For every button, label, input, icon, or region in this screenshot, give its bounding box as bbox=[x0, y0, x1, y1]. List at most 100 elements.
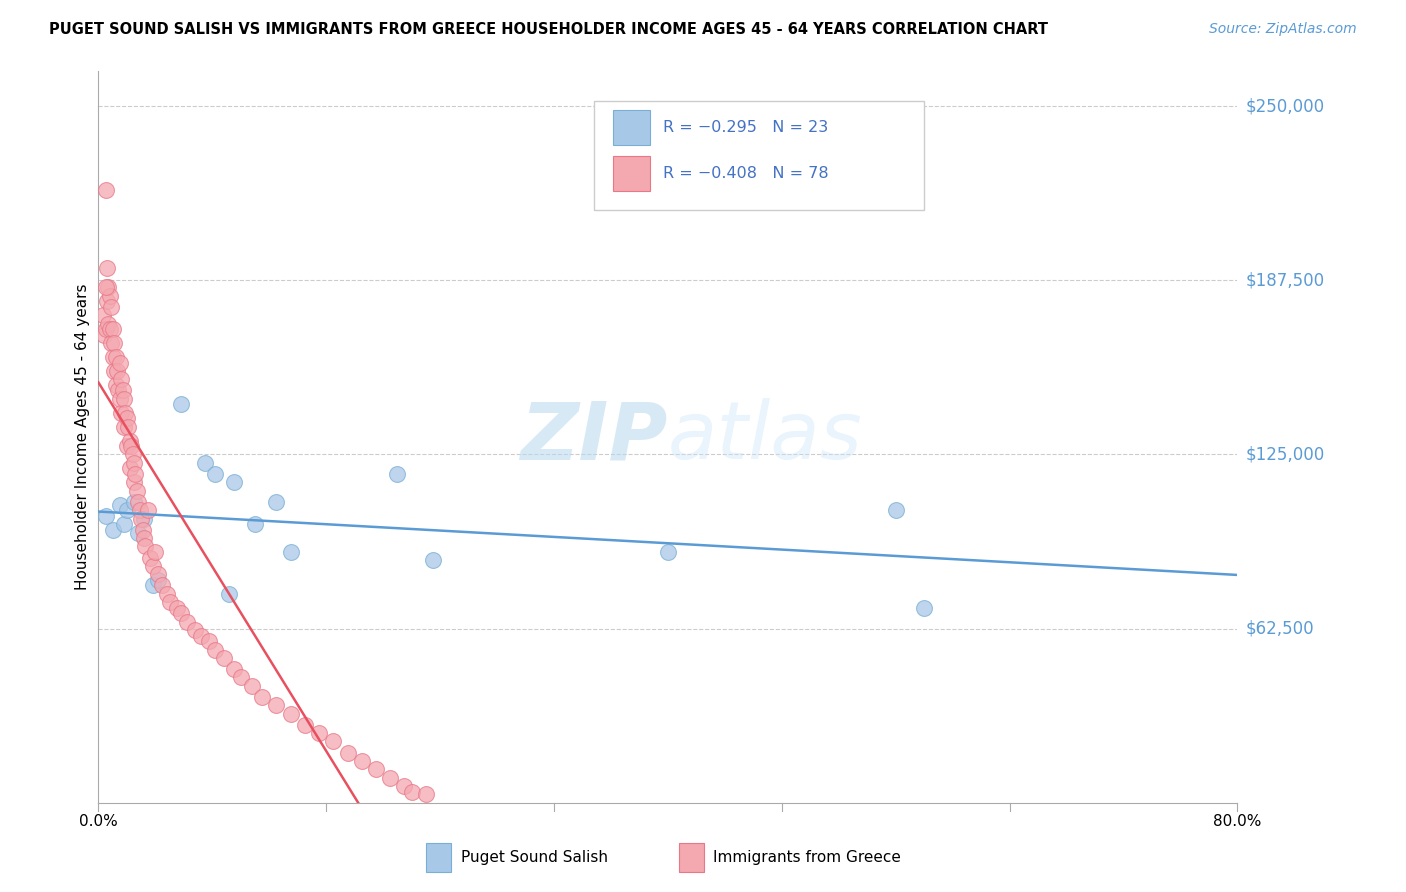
Point bbox=[131, 523, 153, 537]
Point bbox=[266, 495, 288, 509]
Point bbox=[100, 300, 122, 314]
Point bbox=[108, 392, 131, 406]
Point bbox=[212, 651, 235, 665]
Point bbox=[364, 763, 387, 777]
Point bbox=[266, 698, 288, 713]
Point bbox=[121, 448, 143, 462]
Point bbox=[141, 578, 163, 592]
Point bbox=[240, 679, 263, 693]
Point bbox=[91, 308, 114, 322]
Text: Immigrants from Greece: Immigrants from Greece bbox=[713, 850, 901, 865]
Point bbox=[322, 734, 344, 748]
Point bbox=[387, 467, 409, 481]
Point bbox=[108, 498, 131, 512]
Text: atlas: atlas bbox=[668, 398, 863, 476]
Point bbox=[98, 288, 121, 302]
Point bbox=[127, 525, 149, 540]
Point bbox=[111, 384, 134, 398]
Point bbox=[104, 350, 127, 364]
Point bbox=[122, 495, 145, 509]
Point bbox=[280, 706, 302, 721]
Text: Source: ZipAtlas.com: Source: ZipAtlas.com bbox=[1209, 22, 1357, 37]
Point bbox=[96, 260, 118, 275]
Point bbox=[401, 785, 423, 799]
Point bbox=[222, 662, 245, 676]
Point bbox=[280, 545, 302, 559]
Point bbox=[336, 746, 359, 760]
Point bbox=[912, 600, 935, 615]
Point bbox=[294, 718, 316, 732]
Point bbox=[159, 595, 181, 609]
Point bbox=[94, 508, 117, 523]
Point bbox=[125, 483, 148, 498]
Point bbox=[218, 587, 240, 601]
Point bbox=[94, 322, 117, 336]
Point bbox=[204, 642, 226, 657]
Point bbox=[127, 495, 149, 509]
Text: R = −0.408   N = 78: R = −0.408 N = 78 bbox=[664, 166, 830, 181]
Text: $250,000: $250,000 bbox=[1246, 97, 1324, 115]
Point bbox=[112, 517, 135, 532]
Point bbox=[132, 531, 155, 545]
Point bbox=[115, 439, 138, 453]
Text: PUGET SOUND SALISH VS IMMIGRANTS FROM GREECE HOUSEHOLDER INCOME AGES 45 - 64 YEA: PUGET SOUND SALISH VS IMMIGRANTS FROM GR… bbox=[49, 22, 1049, 37]
Bar bbox=[679, 843, 704, 872]
Bar bbox=[613, 110, 650, 145]
Point bbox=[184, 623, 207, 637]
Text: 80.0%: 80.0% bbox=[1213, 814, 1261, 829]
Point bbox=[115, 411, 138, 425]
Point bbox=[112, 419, 135, 434]
Point bbox=[350, 754, 373, 768]
Point bbox=[148, 573, 170, 587]
Point bbox=[394, 779, 416, 793]
Point bbox=[94, 280, 117, 294]
Point bbox=[97, 317, 120, 331]
Point bbox=[128, 503, 150, 517]
Point bbox=[94, 183, 117, 197]
Point bbox=[141, 558, 163, 573]
Point bbox=[190, 629, 212, 643]
Point bbox=[103, 336, 125, 351]
Point bbox=[117, 419, 139, 434]
Point bbox=[136, 503, 159, 517]
Bar bbox=[426, 843, 451, 872]
Point bbox=[152, 578, 174, 592]
Point bbox=[194, 456, 217, 470]
Point bbox=[243, 517, 266, 532]
Point bbox=[118, 461, 141, 475]
FancyBboxPatch shape bbox=[593, 101, 924, 211]
Point bbox=[134, 540, 156, 554]
Point bbox=[100, 336, 122, 351]
Point bbox=[170, 397, 193, 411]
Point bbox=[380, 771, 402, 785]
Point bbox=[170, 607, 193, 621]
Point bbox=[156, 587, 179, 601]
Point bbox=[250, 690, 273, 704]
Point bbox=[108, 355, 131, 369]
Point bbox=[96, 294, 118, 309]
Point bbox=[97, 280, 120, 294]
Bar bbox=[613, 156, 650, 191]
Point bbox=[101, 350, 124, 364]
Point bbox=[176, 615, 198, 629]
Point bbox=[105, 364, 128, 378]
Point bbox=[93, 327, 115, 342]
Point bbox=[166, 600, 188, 615]
Point bbox=[415, 788, 437, 802]
Text: $125,000: $125,000 bbox=[1246, 445, 1324, 464]
Point bbox=[118, 434, 141, 448]
Point bbox=[198, 634, 221, 648]
Point bbox=[884, 503, 907, 517]
Point bbox=[104, 377, 127, 392]
Point bbox=[422, 553, 444, 567]
Point bbox=[98, 322, 121, 336]
Point bbox=[124, 467, 146, 481]
Point bbox=[107, 384, 129, 398]
Point bbox=[110, 406, 132, 420]
Point bbox=[222, 475, 245, 490]
Point bbox=[103, 364, 125, 378]
Point bbox=[148, 567, 170, 582]
Text: $62,500: $62,500 bbox=[1246, 620, 1315, 638]
Point bbox=[132, 511, 155, 525]
Point bbox=[145, 545, 167, 559]
